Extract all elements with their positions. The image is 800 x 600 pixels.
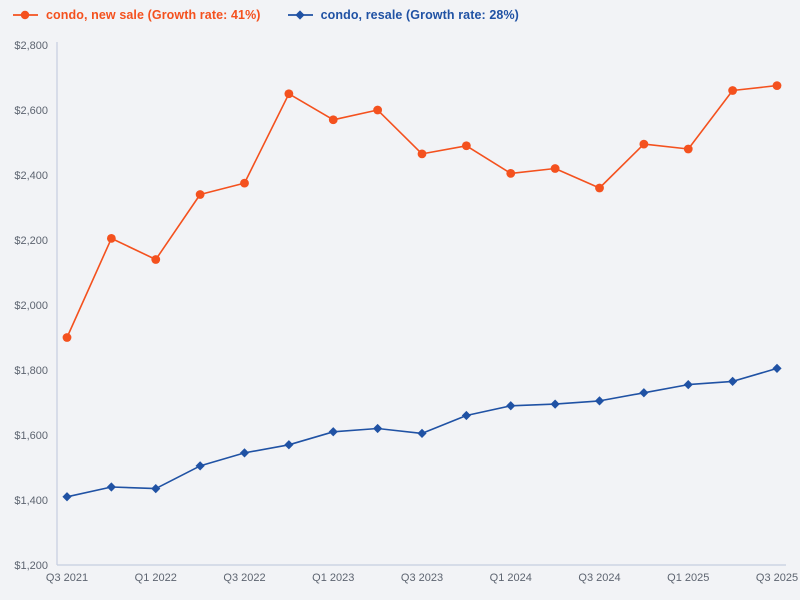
y-tick-label: $1,200 [14, 560, 48, 572]
y-tick-label: $2,000 [14, 300, 48, 312]
y-tick-label: $1,400 [14, 495, 48, 507]
data-point-circle [683, 144, 693, 154]
data-point-diamond [239, 448, 250, 458]
data-point-circle [728, 86, 738, 95]
data-point-diamond [151, 484, 161, 494]
x-tick-label: Q1 2022 [135, 572, 177, 584]
x-tick-label: Q3 2021 [46, 572, 88, 584]
y-tick-label: $2,200 [14, 235, 48, 247]
data-point-circle [328, 115, 338, 125]
data-point-diamond [728, 376, 738, 386]
legend-item-condo-resale[interactable]: condo, resale (Growth rate: 28%) [287, 8, 519, 22]
data-point-diamond [106, 482, 116, 492]
data-point-diamond [417, 428, 427, 438]
data-point-circle [62, 333, 72, 342]
data-point-diamond [639, 388, 649, 398]
data-point-diamond [683, 380, 693, 390]
data-point-circle [772, 81, 782, 91]
x-tick-label: Q3 2024 [578, 572, 620, 584]
data-point-diamond [284, 440, 294, 450]
data-point-circle [639, 139, 649, 149]
data-point-circle [461, 141, 471, 151]
x-tick-label: Q1 2025 [667, 572, 709, 584]
data-point-diamond [373, 423, 383, 434]
x-tick-label: Q3 2025 [756, 572, 798, 584]
data-point-circle [106, 233, 116, 243]
y-tick-label: $1,800 [14, 365, 48, 377]
data-point-diamond [461, 410, 471, 421]
data-point-diamond [62, 492, 72, 502]
data-point-circle [240, 178, 249, 188]
legend-item-condo-new-sale[interactable]: condo, new sale (Growth rate: 41%) [12, 8, 261, 22]
data-point-diamond [594, 396, 605, 406]
y-tick-label: $2,400 [14, 170, 48, 182]
y-tick-label: $1,600 [14, 430, 48, 442]
data-point-circle [417, 149, 427, 159]
data-point-diamond [328, 427, 338, 437]
data-point-diamond [195, 461, 205, 471]
data-point-circle [595, 183, 604, 193]
data-point-diamond [772, 363, 782, 373]
line-circle-marker-icon [13, 10, 38, 20]
series-line-0 [66, 84, 778, 339]
data-point-circle [373, 105, 383, 115]
data-point-circle [284, 89, 294, 99]
data-point-circle [506, 168, 516, 178]
x-tick-label: Q3 2022 [223, 572, 265, 584]
data-point-circle [550, 164, 560, 173]
legend-label-condo-new-sale: condo, new sale (Growth rate: 41%) [46, 8, 261, 22]
line-diamond-marker-icon [287, 10, 313, 20]
y-tick-label: $2,600 [14, 105, 48, 117]
data-point-diamond [550, 399, 560, 409]
data-point-circle [195, 190, 205, 199]
x-tick-label: Q3 2023 [401, 572, 443, 584]
x-tick-label: Q1 2023 [312, 572, 354, 584]
data-point-circle [151, 255, 161, 264]
data-point-diamond [506, 401, 516, 411]
y-tick-label: $2,800 [14, 40, 48, 52]
legend-label-condo-resale: condo, resale (Growth rate: 28%) [320, 8, 519, 22]
x-tick-label: Q1 2024 [490, 572, 532, 584]
chart-legend: condo, new sale (Growth rate: 41%) condo… [12, 8, 519, 22]
